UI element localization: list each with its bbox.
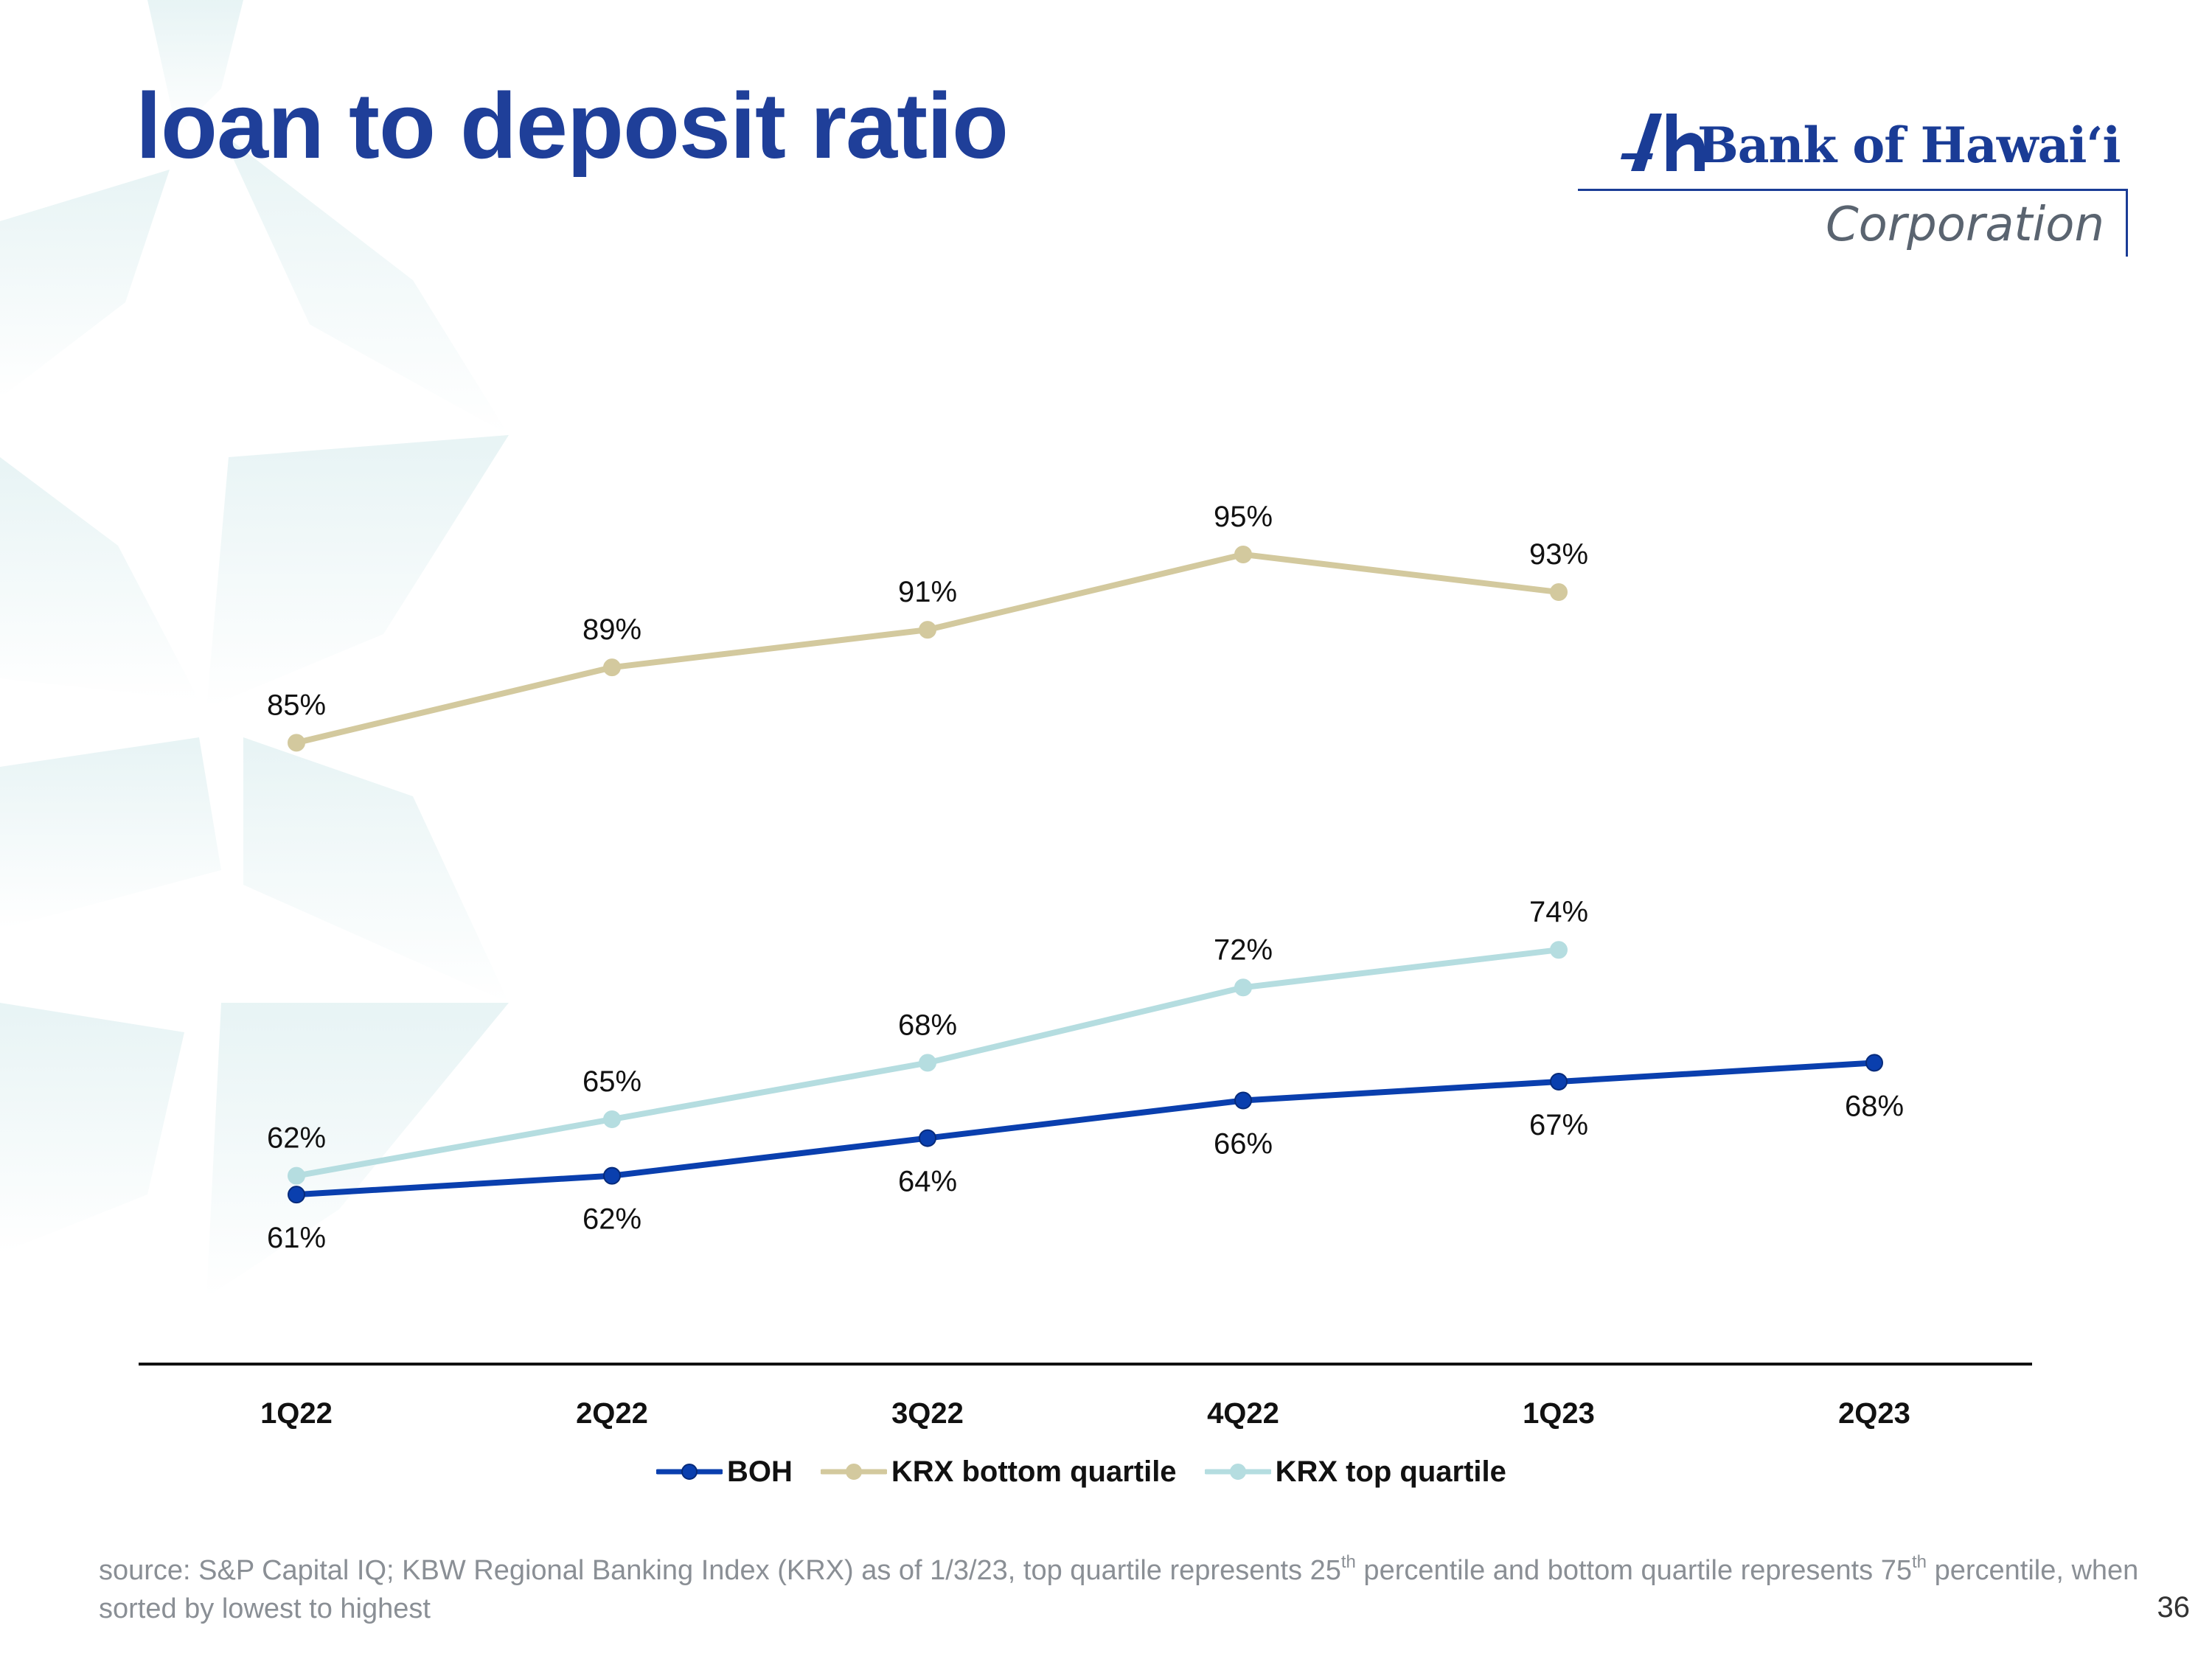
data-label-krx-bottom-quartile-1q22: 85%: [267, 689, 326, 721]
legend-swatch-boh: [656, 1464, 723, 1480]
x-tick-label-2q22: 2Q22: [576, 1397, 648, 1430]
x-tick-label-3q22: 3Q22: [891, 1397, 964, 1430]
source-footnote: source: S&P Capital IQ; KBW Regional Ban…: [99, 1551, 2149, 1628]
background-star-decoration: [0, 0, 509, 1298]
series-line-boh: [293, 1060, 1877, 1198]
footnote-superscript-1: th: [1340, 1552, 1356, 1572]
data-label-krx-top-quartile-1q22: 62%: [267, 1122, 326, 1155]
data-point-boh-2q22: [603, 1166, 621, 1185]
data-label-boh-1q22: 61%: [267, 1222, 326, 1254]
legend-swatch-krx-top-quartile: [1204, 1464, 1271, 1480]
data-point-krx-bottom-quartile-1q23: [1550, 583, 1568, 602]
footnote-text-3: percentile, when sorted by lowest to hig…: [99, 1555, 2139, 1624]
data-label-krx-bottom-quartile-1q23: 93%: [1529, 538, 1588, 571]
footnote-superscript-2: th: [1912, 1552, 1927, 1572]
data-label-krx-bottom-quartile-4q22: 95%: [1214, 501, 1273, 533]
page-title: loan to deposit ratio: [136, 74, 1009, 178]
page-number: 36: [2157, 1591, 2191, 1624]
brand-name: Bank of Hawaiʻi: [1697, 116, 2121, 174]
data-point-krx-top-quartile-2q22: [603, 1110, 621, 1129]
data-point-krx-bottom-quartile-1q22: [288, 734, 305, 752]
footnote-text-1: source: S&P Capital IQ; KBW Regional Ban…: [99, 1555, 1341, 1586]
x-tick-label-1q22: 1Q22: [260, 1397, 333, 1430]
logo-divider: [1578, 189, 2128, 191]
data-label-boh-2q22: 62%: [582, 1203, 641, 1236]
x-tick-label-1q23: 1Q23: [1523, 1397, 1595, 1430]
data-point-krx-bottom-quartile-4q22: [1234, 545, 1252, 563]
legend-label-boh: BOH: [727, 1455, 793, 1488]
data-label-boh-1q23: 67%: [1529, 1109, 1588, 1141]
legend-item-krx-bottom-quartile: KRX bottom quartile: [820, 1455, 1177, 1489]
company-logo: Bank of Hawaiʻi Corporation: [1578, 103, 2138, 265]
data-point-boh-2q23: [1865, 1054, 1883, 1072]
data-label-krx-top-quartile-4q22: 72%: [1214, 933, 1273, 966]
data-label-boh-2q23: 68%: [1845, 1090, 1904, 1122]
brand-subtitle: Corporation: [1825, 198, 2104, 252]
chart-legend: BOH KRX bottom quartile KRX top quartile: [656, 1453, 1506, 1491]
data-point-krx-top-quartile-3q22: [919, 1054, 936, 1072]
data-point-krx-top-quartile-1q23: [1550, 941, 1568, 959]
legend-item-krx-top-quartile: KRX top quartile: [1204, 1455, 1506, 1489]
data-point-boh-4q22: [1234, 1091, 1252, 1110]
legend-item-boh: BOH: [656, 1455, 793, 1489]
x-tick-label-2q23: 2Q23: [1838, 1397, 1910, 1430]
data-label-krx-top-quartile-1q23: 74%: [1529, 896, 1588, 928]
legend-swatch-krx-bottom-quartile: [820, 1464, 887, 1480]
bank-of-hawaii-h-mark-icon: [1621, 114, 1705, 171]
data-label-krx-bottom-quartile-2q22: 89%: [582, 613, 641, 646]
data-point-krx-bottom-quartile-2q22: [603, 658, 621, 677]
x-tick-label-4q22: 4Q22: [1207, 1397, 1279, 1430]
data-label-boh-3q22: 64%: [898, 1166, 957, 1198]
legend-label-krx-top-quartile: KRX top quartile: [1275, 1455, 1506, 1488]
data-label-krx-bottom-quartile-3q22: 91%: [898, 576, 957, 608]
data-label-krx-top-quartile-3q22: 68%: [898, 1009, 957, 1041]
data-label-boh-4q22: 66%: [1214, 1128, 1273, 1161]
logo-divider-vertical: [2126, 189, 2128, 257]
data-point-krx-top-quartile-4q22: [1234, 978, 1252, 997]
data-point-boh-1q23: [1550, 1072, 1568, 1091]
data-point-boh-3q22: [919, 1129, 936, 1147]
data-point-krx-bottom-quartile-3q22: [919, 621, 936, 639]
data-point-krx-top-quartile-1q22: [288, 1166, 305, 1185]
data-point-boh-1q22: [288, 1186, 305, 1204]
footnote-text-2: percentile and bottom quartile represent…: [1355, 1555, 1912, 1586]
legend-label-krx-bottom-quartile: KRX bottom quartile: [891, 1455, 1177, 1488]
data-label-krx-top-quartile-2q22: 65%: [582, 1065, 641, 1098]
